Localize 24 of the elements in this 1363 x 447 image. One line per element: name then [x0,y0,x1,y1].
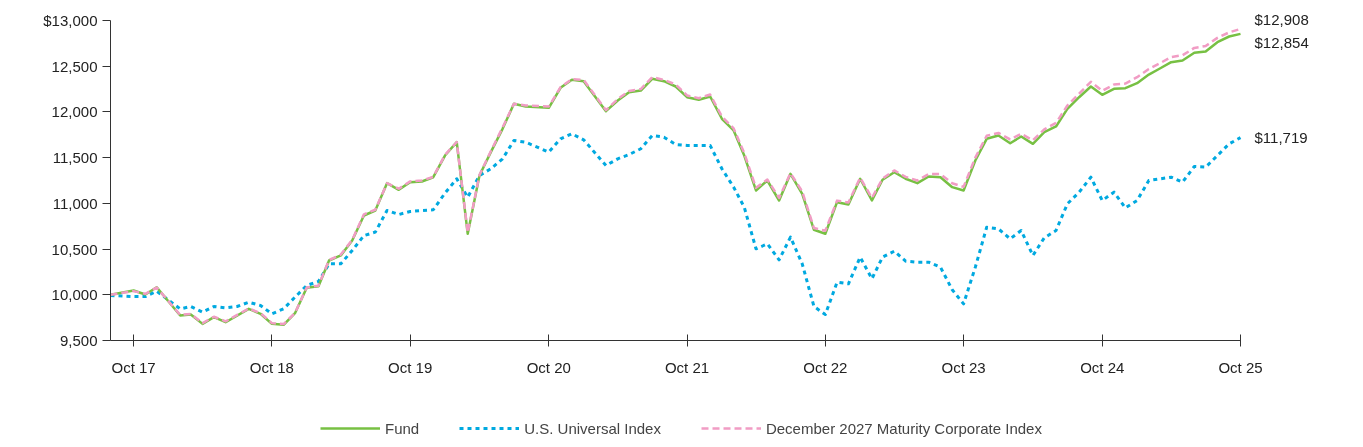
y-tick-label: 11,500 [52,149,98,167]
y-tick-label: $13,000 [43,12,98,29]
line-series [109,132,1242,317]
annotation: $11,719 [1254,129,1308,147]
legend-label: U.S. Universal Index [524,419,661,437]
y-tick-label: 11,000 [52,194,98,212]
y-tick-label: 12,000 [51,103,98,121]
annotation: $12,854 [1254,34,1309,52]
annotation: $12,908 [1254,11,1309,29]
y-tick-label: 12,500 [51,57,98,75]
legend-label: December 2027 Maturity Corporate Index [765,419,1042,437]
x-tick-label: Oct 19 [388,358,433,376]
x-tick-label: Oct 23 [941,358,986,376]
x-tick-label: Oct 17 [111,358,156,376]
y-tick-label: 10,500 [51,240,98,258]
x-tick-label: Oct 21 [664,358,710,376]
x-tick-label: Oct 20 [526,358,571,376]
x-tick-label: Oct 22 [803,358,848,376]
y-tick-label: 10,000 [51,286,98,304]
y-tick-label: 9,500 [59,332,98,349]
x-tick-label: Oct 25 [1218,358,1263,376]
legend-label: Fund [385,419,420,437]
x-tick-label: Oct 24 [1080,358,1125,376]
x-tick-label: Oct 18 [249,358,294,376]
